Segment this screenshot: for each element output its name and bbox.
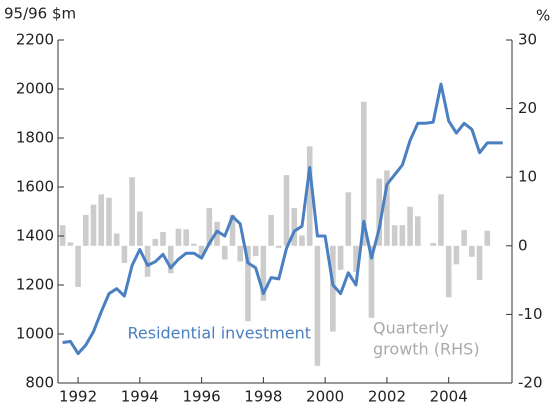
bar (175, 228, 182, 246)
bar (191, 243, 197, 246)
x-tick-label: 2004 (430, 388, 468, 403)
bar (167, 245, 174, 274)
annotation: Residential investment (127, 324, 311, 343)
y2-tick-label: -10 (518, 305, 543, 323)
bar (268, 214, 274, 246)
bar (237, 245, 244, 262)
bar (245, 245, 251, 322)
bar (484, 230, 491, 246)
bar (260, 245, 267, 301)
bar (67, 242, 74, 246)
y2-tick-label: 0 (518, 236, 528, 254)
bar (391, 225, 398, 246)
bar (415, 216, 421, 246)
y-tick-label: 1400 (16, 227, 54, 245)
y-tick-label: 1800 (16, 129, 54, 147)
bar (476, 245, 483, 281)
bar (376, 178, 382, 246)
annotation: growth (RHS) (373, 340, 480, 359)
bar (345, 192, 352, 246)
bar (82, 214, 89, 246)
bar (407, 206, 413, 246)
bar (137, 211, 143, 246)
y-tick-label: 2200 (16, 31, 54, 49)
x-tick-label: 1996 (183, 388, 221, 403)
y-tick-label: 2000 (16, 80, 54, 98)
bar (206, 208, 213, 246)
bar (252, 245, 259, 257)
bar (360, 101, 367, 246)
bar (152, 238, 159, 246)
bar (438, 194, 444, 246)
bar (430, 243, 437, 246)
bar (469, 245, 475, 257)
y-tick-label: 1000 (16, 325, 54, 343)
line (62, 82, 503, 356)
bar (198, 245, 205, 257)
bar (291, 208, 298, 246)
bar (299, 235, 305, 246)
bar (445, 245, 452, 298)
bar (399, 225, 406, 246)
y2-tick-label: 20 (518, 99, 537, 117)
y-tick-label: 1200 (16, 276, 54, 294)
bar (276, 245, 282, 248)
bar (306, 146, 313, 246)
bar (368, 245, 375, 318)
bar (183, 229, 189, 246)
y2-tick-label: -20 (518, 374, 543, 392)
y-tick-label: 800 (25, 374, 54, 392)
x-tick-label: 2000 (306, 388, 344, 403)
bar (384, 170, 390, 246)
bar (144, 245, 151, 277)
y-axis-label: 95/96 $m (4, 5, 76, 23)
bar (121, 245, 128, 263)
annotation: Quarterly (373, 319, 449, 338)
x-tick-label: 1998 (244, 388, 282, 403)
bar (129, 177, 135, 246)
bar (453, 245, 460, 265)
y2-tick-label: 10 (518, 168, 537, 186)
x-tick-label: 1994 (121, 388, 159, 403)
bar (229, 214, 236, 246)
y2-tick-label: 30 (518, 31, 537, 49)
bar (283, 175, 290, 246)
bar (461, 230, 467, 246)
y-tick-label: 1600 (16, 178, 54, 196)
bar (106, 197, 112, 246)
bar (330, 245, 336, 332)
bar (113, 233, 120, 246)
bar (90, 204, 97, 246)
bar (160, 232, 166, 246)
bar (314, 245, 321, 366)
bar (221, 245, 228, 260)
bar (353, 245, 359, 272)
x-tick-label: 1992 (59, 388, 97, 403)
x-tick-label: 2002 (368, 388, 406, 403)
bar (75, 245, 81, 287)
bar (98, 194, 105, 246)
bar (337, 245, 344, 270)
y2-axis-label: % (536, 7, 550, 25)
